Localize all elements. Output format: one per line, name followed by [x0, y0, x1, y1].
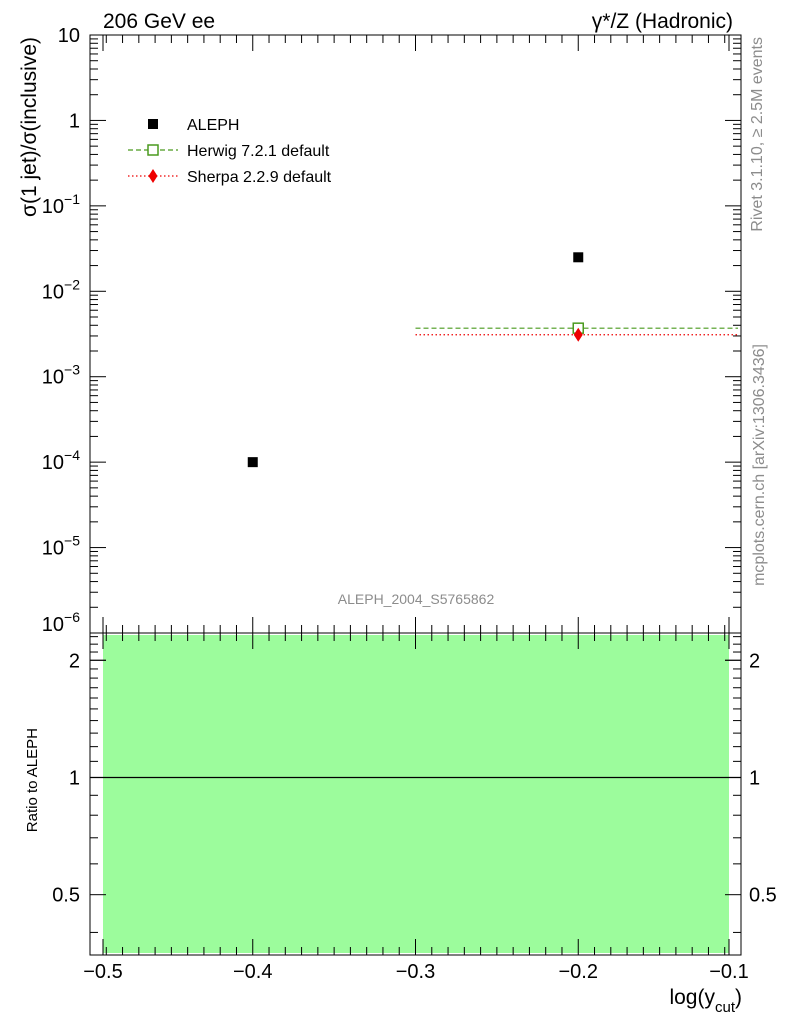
labels-layer: 206 GeV ee γ*/Z (Hadronic) σ(1 jet)/σ(in… [18, 10, 777, 1016]
series-layer [90, 252, 741, 779]
y-tick-label: 10−5 [42, 533, 80, 560]
analysis-watermark: ALEPH_2004_S5765862 [338, 591, 495, 607]
legend: ALEPH Herwig 7.2.1 default Sherpa 2.2.9 de… [128, 117, 332, 186]
legend-sherpa-marker [148, 169, 158, 183]
ratio-y-tick-label: 2 [69, 650, 80, 672]
ratio-xlabel: log(ycut) [669, 986, 742, 1016]
ratio-y-tick-label-right: 2 [749, 650, 760, 672]
ratio-y-tick-label-right: 1 [749, 767, 760, 789]
y-tick-label: 10−3 [42, 362, 80, 389]
ratio-plot-frame [89, 632, 742, 956]
legend-aleph-marker [148, 119, 158, 129]
x-tick-label: −0.5 [83, 961, 122, 983]
x-tick-label: −0.4 [233, 961, 272, 983]
ratio-band-layer [103, 635, 729, 953]
y-tick-label: 10−1 [42, 191, 80, 218]
legend-label: Sherpa 2.2.9 default [187, 169, 332, 186]
plot-frames [89, 34, 742, 956]
main-ylabel: σ(1 jet)/σ(inclusive) [18, 37, 41, 217]
sherpa-marker [573, 327, 583, 342]
legend-label: Herwig 7.2.1 default [187, 143, 330, 160]
header-right: γ*/Z (Hadronic) [592, 10, 733, 33]
y-tick-label: 1 [69, 110, 80, 132]
ratio-uncertainty-band [103, 635, 729, 953]
y-tick-label: 10−4 [42, 447, 80, 474]
aleph-data-point [573, 252, 584, 263]
aleph-data-point [247, 457, 258, 468]
y-tick-label: 10 [58, 25, 80, 47]
x-tick-label: −0.2 [559, 961, 598, 983]
ratio-y-tick-label: 0.5 [52, 885, 80, 907]
y-tick-label: 10−2 [42, 276, 80, 303]
x-tick-label: −0.1 [709, 961, 748, 983]
side-label-lower: mcplots.cern.ch [arXiv:1306.3436] [751, 344, 768, 586]
header-left: 206 GeV ee [103, 10, 215, 33]
legend-label: ALEPH [187, 117, 239, 134]
axis-ticks [90, 35, 741, 955]
ratio-y-tick-label-right: 0.5 [749, 885, 777, 907]
ratio-y-tick-label: 1 [69, 767, 80, 789]
side-label-upper: Rivet 3.1.10, ≥ 2.5M events [749, 37, 766, 232]
legend-herwig-marker [147, 144, 159, 156]
ratio-ylabel: Ratio to ALEPH [24, 728, 41, 832]
x-tick-label: −0.3 [396, 961, 435, 983]
y-tick-label: 10−6 [42, 609, 80, 636]
